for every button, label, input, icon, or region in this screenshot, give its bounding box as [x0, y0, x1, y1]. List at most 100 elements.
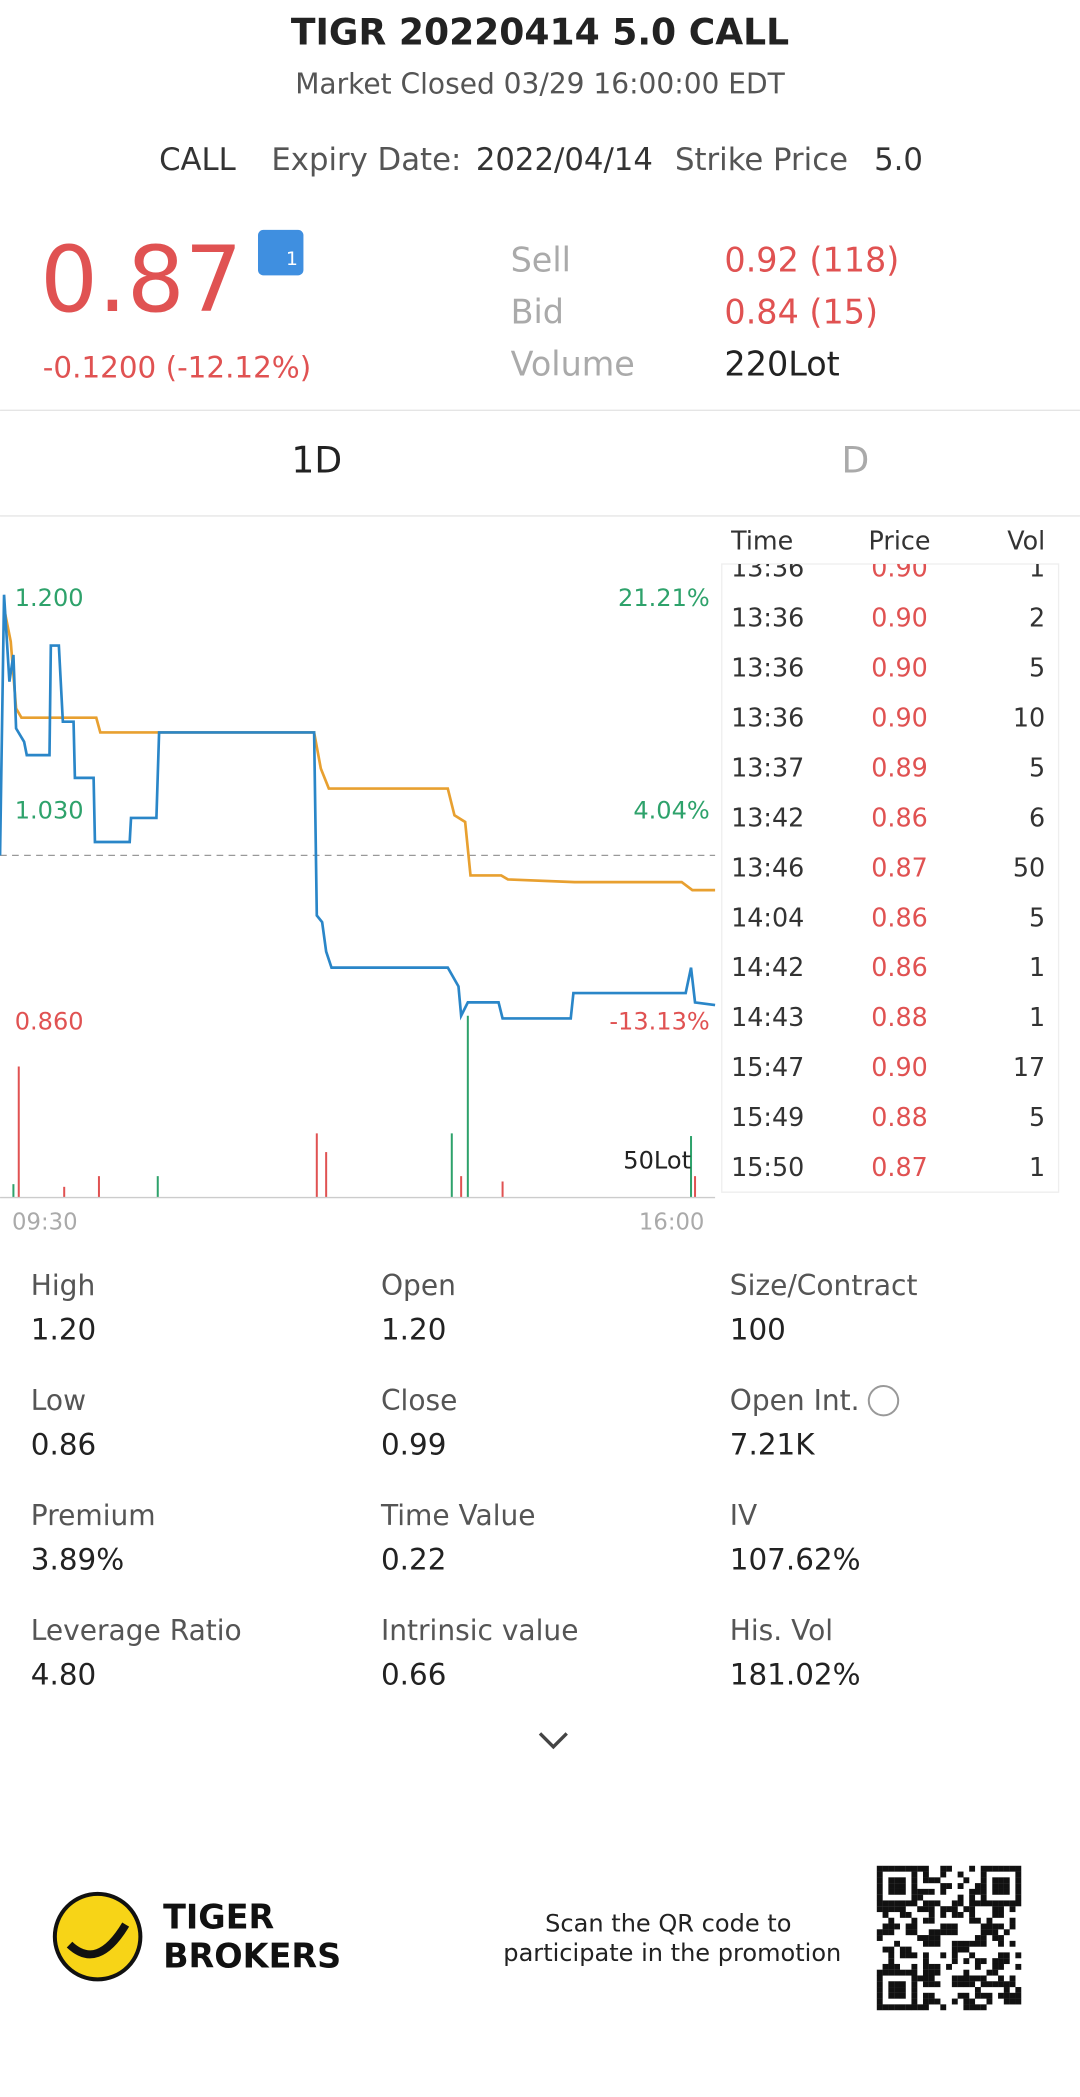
- qr-cell: [986, 1969, 993, 1976]
- trade-vol: 2: [1029, 602, 1045, 632]
- qr-cell: [998, 1992, 1004, 1999]
- qr-cell: [894, 1940, 901, 1947]
- brand: TIGER: [163, 1898, 274, 1937]
- qr-cell: [998, 1940, 1004, 1947]
- qr-cell: [980, 1883, 987, 1889]
- qr-cell: [963, 1958, 970, 1965]
- qr-cell: [957, 1981, 964, 1988]
- volume-label: 50Lot: [623, 1146, 691, 1174]
- qr-cell: [894, 2004, 901, 2011]
- trade-price: 0.90: [871, 652, 928, 682]
- qr-cell: [980, 1900, 987, 1907]
- qr-cell: [969, 1906, 976, 1913]
- qr-cell: [905, 1911, 912, 1918]
- trade-price: 0.89: [871, 752, 928, 782]
- tab[interactable]: D: [842, 439, 870, 481]
- expand-icon[interactable]: [538, 1732, 568, 1750]
- qr-cell: [940, 1865, 947, 1872]
- qr-cell: [888, 1952, 895, 1959]
- qr-cell: [1003, 1998, 1010, 2005]
- qr-cell: [980, 1877, 987, 1884]
- qr-cell: [980, 1871, 987, 1878]
- qr-cell: [1003, 1981, 1010, 1988]
- qr-cell: [876, 1900, 883, 1907]
- qr-cell: [876, 1992, 883, 1999]
- tab[interactable]: 1D: [291, 439, 342, 481]
- qr-cell: [905, 1952, 912, 1959]
- trade-time: 13:36: [731, 552, 804, 582]
- qr-cell: [974, 1987, 981, 1993]
- qr-cell: [911, 1969, 918, 1976]
- qr-cell: [876, 1877, 883, 1884]
- qr-cell: [946, 1963, 952, 1970]
- qr-cell: [911, 1871, 918, 1878]
- qr-cell: [946, 1923, 952, 1930]
- qr-cell: [974, 1917, 981, 1924]
- qr-cell: [974, 1992, 981, 1999]
- qr-cell: [905, 1969, 912, 1976]
- qr-cell: [894, 1987, 901, 1993]
- qr-cell: [917, 1888, 924, 1895]
- book-value: 0.84 (15): [724, 293, 878, 332]
- qr-cell: [974, 1958, 981, 1965]
- qr-cell: [957, 1975, 964, 1982]
- qr-cell: [876, 2004, 883, 2011]
- qr-cell: [998, 1883, 1004, 1889]
- qr-cell: [951, 1911, 958, 1918]
- qr-cell: [992, 1888, 999, 1895]
- qr-cell: [911, 1998, 918, 2005]
- trade-price: 0.90: [871, 702, 928, 732]
- qr-cell: [940, 1888, 947, 1895]
- qr-cell: [934, 1963, 941, 1970]
- qr-cell: [911, 1865, 918, 1872]
- book-label: Volume: [511, 345, 635, 384]
- qr-cell: [992, 1923, 999, 1930]
- badge: 1: [286, 249, 298, 270]
- qr-cell: [1009, 1998, 1016, 2005]
- qr-cell: [888, 1987, 895, 1993]
- qr-cell: [934, 1998, 941, 2005]
- qr-cell: [894, 1981, 901, 1988]
- qr-cell: [969, 1911, 976, 1918]
- qr-cell: [980, 1940, 987, 1947]
- stat-value: 181.02%: [730, 1657, 861, 1691]
- stat-label: Intrinsic value: [381, 1614, 579, 1647]
- book-label: Bid: [511, 293, 564, 332]
- stat-label: Open: [381, 1269, 456, 1302]
- qr-cell: [922, 1906, 929, 1913]
- qr-cell: [992, 1935, 999, 1941]
- qr-cell: [1015, 1871, 1022, 1878]
- qr-cell: [928, 1911, 935, 1918]
- qr-cell: [888, 2004, 895, 2011]
- qr-cell: [1009, 1940, 1016, 1947]
- qr-cell: [928, 1906, 935, 1913]
- qr-cell: [922, 1992, 929, 1999]
- stat-label: Open Int.: [730, 1384, 860, 1417]
- trade-price: 0.90: [871, 1052, 928, 1082]
- qr-cell: [998, 1958, 1004, 1965]
- qr-cell: [905, 1929, 912, 1936]
- title: TIGR 20220414 5.0 CALL: [291, 12, 789, 54]
- qr-cell: [888, 1929, 895, 1936]
- stat-label: Size/Contract: [730, 1269, 918, 1302]
- trade-vol: 1: [1029, 1002, 1045, 1032]
- qr-cell: [882, 1963, 889, 1970]
- qr-cell: [1009, 1906, 1016, 1913]
- info-icon[interactable]: [867, 1384, 900, 1417]
- qr-cell: [876, 1969, 883, 1976]
- trade-price: 0.88: [871, 1002, 928, 1032]
- qr-cell: [894, 1906, 901, 1913]
- qr-cell: [888, 1900, 895, 1907]
- qr-cell: [876, 1871, 883, 1878]
- qr-cell: [928, 1992, 935, 1999]
- qr-cell: [969, 1952, 976, 1959]
- trade-time: 14:43: [731, 1002, 804, 1032]
- qr-cell: [882, 1929, 889, 1936]
- qr-cell: [922, 1952, 929, 1959]
- qr-cell: [899, 1946, 906, 1953]
- qr-cell: [1009, 1975, 1016, 1982]
- qr-cell: [1015, 1894, 1022, 1901]
- pct-label: 4.04%: [633, 796, 709, 824]
- qr-cell: [894, 1877, 901, 1884]
